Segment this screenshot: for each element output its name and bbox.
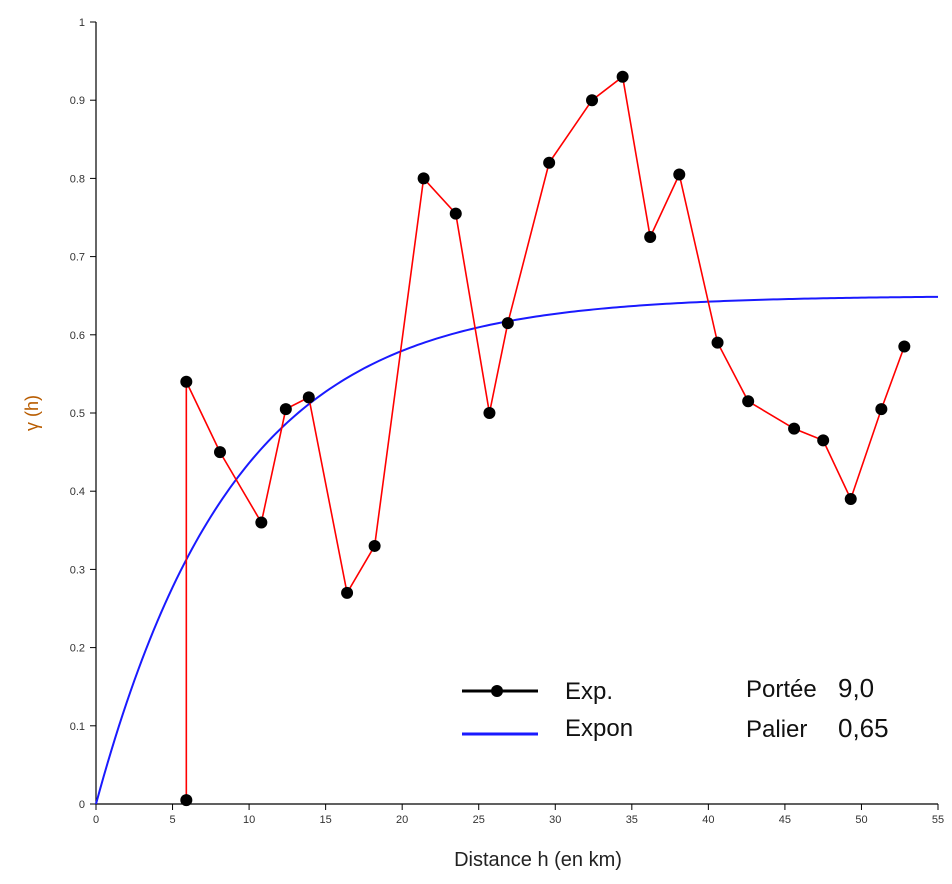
exp-data-point <box>180 375 193 388</box>
exp-data-point <box>742 395 755 408</box>
x-ticks: 0 5 10 15 20 25 30 35 40 45 50 55 <box>93 804 944 826</box>
y-tick-label: 0.5 <box>70 408 85 420</box>
exp-data-point <box>368 539 381 552</box>
exp-data-point <box>483 407 496 419</box>
legend-exp-marker <box>491 685 503 697</box>
y-ticks: 0 0.1 0.2 0.3 0.4 0.5 0.6 0.7 0.8 0.9 1 <box>70 17 96 811</box>
exp-data-point <box>817 434 830 447</box>
legend: Exp. Expon <box>462 678 633 742</box>
x-tick-label: 15 <box>320 814 332 826</box>
exp-data-point <box>501 317 514 330</box>
exp-data-point <box>279 403 292 416</box>
x-tick-label: 5 <box>169 814 175 826</box>
exp-data-point <box>255 516 268 529</box>
y-axis-title: γ (h) <box>22 395 42 431</box>
x-axis-title: Distance h (en km) <box>454 849 622 871</box>
x-tick-label: 0 <box>93 814 99 826</box>
y-tick-label: 0.2 <box>70 643 85 655</box>
exp-data-point <box>214 446 227 459</box>
exp-data-point <box>543 156 556 169</box>
exp-data-point <box>644 231 657 244</box>
exp-data-point <box>616 70 629 83</box>
x-tick-label: 55 <box>932 814 944 826</box>
y-tick-label: 1 <box>79 17 85 29</box>
exp-data-point <box>673 168 686 181</box>
x-tick-label: 30 <box>549 814 561 826</box>
sill-value: 0,65 <box>838 713 889 743</box>
x-tick-label: 45 <box>779 814 791 826</box>
exp-data-point <box>417 172 430 185</box>
expon-model-layer <box>95 295 939 805</box>
exp-data-point <box>449 207 462 220</box>
exp-data-point <box>788 422 801 435</box>
y-tick-label: 0.6 <box>70 330 85 342</box>
x-tick-label: 35 <box>626 814 638 826</box>
legend-exp-label: Exp. <box>565 678 613 705</box>
legend-expon-label: Expon <box>565 715 633 742</box>
sill-label: Palier <box>746 716 807 743</box>
range-label: Portée <box>746 676 817 703</box>
y-tick-label: 0 <box>79 799 85 811</box>
exp-data-point <box>875 403 888 416</box>
y-tick-label: 0.7 <box>70 252 85 264</box>
y-tick-label: 0.1 <box>70 721 85 733</box>
x-tick-label: 20 <box>396 814 408 826</box>
x-tick-label: 10 <box>243 814 255 826</box>
x-tick-label: 50 <box>855 814 867 826</box>
y-tick-label: 0.8 <box>70 173 85 185</box>
y-tick-label: 0.3 <box>70 564 85 576</box>
exp-data-point <box>302 391 315 404</box>
x-tick-label: 40 <box>702 814 714 826</box>
exp-data-point <box>898 340 911 353</box>
y-tick-label: 0.9 <box>70 95 85 107</box>
experimental-layer <box>180 70 911 807</box>
x-tick-label: 25 <box>473 814 485 826</box>
y-tick-label: 0.4 <box>70 486 85 498</box>
range-value: 9,0 <box>838 673 874 703</box>
exp-data-point <box>844 493 857 506</box>
model-parameters: Portée 9,0 Palier 0,65 <box>746 673 889 743</box>
exp-data-point <box>341 586 354 599</box>
exp-data-point <box>711 336 724 349</box>
exp-data-point <box>180 794 193 807</box>
expon-model-line <box>95 295 939 805</box>
exp-data-point <box>586 94 599 107</box>
